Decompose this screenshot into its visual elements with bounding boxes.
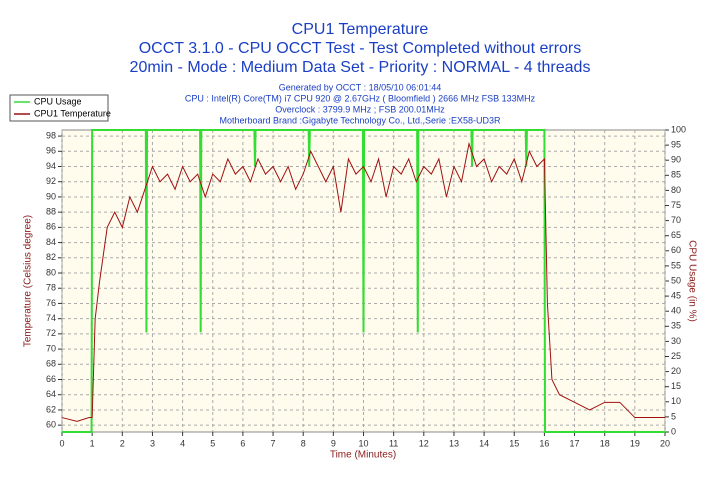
y-tick-label: 64 — [46, 389, 56, 399]
y2-tick-label: 85 — [671, 170, 681, 180]
x-tick-label: 16 — [539, 438, 549, 448]
y-tick-label: 84 — [46, 237, 56, 247]
x-tick-label: 10 — [358, 438, 368, 448]
y2-tick-label: 10 — [671, 396, 681, 406]
x-tick-label: 11 — [389, 438, 398, 448]
y-tick-label: 74 — [46, 313, 56, 323]
y2-tick-label: 55 — [671, 260, 681, 270]
subtitle: OCCT 3.1.0 - CPU OCCT Test - Test Comple… — [139, 40, 582, 57]
y-tick-label: 80 — [46, 267, 56, 277]
y2-tick-label: 70 — [671, 215, 681, 225]
y-tick-label: 98 — [46, 130, 56, 140]
x-tick-label: 12 — [419, 438, 429, 448]
x-tick-label: 18 — [600, 438, 610, 448]
x-tick-label: 5 — [210, 438, 215, 448]
y-tick-label: 86 — [46, 222, 56, 232]
x-tick-label: 9 — [331, 438, 336, 448]
y2-tick-label: 40 — [671, 306, 681, 316]
y2-tick-label: 0 — [671, 426, 676, 436]
y2-axis-label: CPU Usage (in %) — [686, 240, 697, 322]
y2-tick-label: 15 — [671, 381, 681, 391]
data-line — [62, 129, 665, 433]
y2-tick-label: 25 — [671, 351, 681, 361]
annotation: Generated by OCCT : 18/05/10 06:01:44 — [279, 82, 441, 92]
x-tick-label: 19 — [630, 438, 640, 448]
y2-tick-label: 80 — [671, 185, 681, 195]
x-axis-label: Time (Minutes) — [330, 450, 396, 461]
y2-tick-label: 20 — [671, 366, 681, 376]
annotation: Motherboard Brand :Gigabyte Technology C… — [220, 115, 501, 125]
y2-tick-label: 45 — [671, 290, 681, 300]
data-line — [61, 141, 665, 422]
y-tick-label: 96 — [46, 146, 56, 156]
y2-tick-label: 75 — [671, 200, 681, 210]
x-tick-label: 15 — [509, 438, 519, 448]
y-tick-label: 72 — [46, 328, 56, 338]
y2-tick-label: 100 — [671, 124, 686, 134]
x-tick-label: 13 — [449, 438, 459, 448]
y2-tick-label: 95 — [671, 139, 681, 149]
y2-tick-label: 60 — [671, 245, 681, 255]
legend — [9, 94, 109, 122]
y2-tick-label: 35 — [671, 321, 681, 331]
y-tick-label: 60 — [46, 420, 56, 430]
legend-label: CPU Usage — [34, 96, 82, 106]
x-tick-label: 0 — [59, 438, 64, 448]
x-tick-label: 6 — [240, 438, 245, 448]
subtitle: 20min - Mode : Medium Data Set - Priorit… — [130, 59, 591, 76]
y-tick-label: 76 — [46, 298, 56, 308]
y2-tick-label: 5 — [671, 411, 676, 421]
y-tick-label: 78 — [46, 283, 56, 293]
x-tick-label: 4 — [180, 438, 185, 448]
x-tick-label: 2 — [120, 438, 125, 448]
y2-tick-label: 30 — [671, 336, 681, 346]
y-tick-label: 94 — [46, 161, 56, 171]
y2-tick-label: 65 — [671, 230, 681, 240]
y-tick-label: 88 — [46, 207, 56, 217]
x-tick-label: 8 — [301, 438, 306, 448]
y2-tick-label: 90 — [671, 155, 681, 165]
annotation: Overclock : 3799.9 MHz ; FSB 200.01MHz — [275, 104, 445, 114]
x-tick-label: 14 — [479, 438, 489, 448]
y-tick-label: 82 — [46, 252, 56, 262]
y-tick-label: 62 — [46, 404, 56, 414]
x-tick-label: 20 — [660, 438, 670, 448]
y-tick-label: 90 — [46, 191, 56, 201]
y2-tick-label: 50 — [671, 275, 681, 285]
y-axis-label: Temperature (Celsius degree) — [23, 215, 34, 347]
chart-title: CPU1 Temperature — [292, 21, 429, 38]
x-tick-label: 7 — [271, 438, 276, 448]
y-tick-label: 68 — [46, 359, 56, 369]
x-tick-label: 3 — [150, 438, 155, 448]
y-tick-label: 66 — [46, 374, 56, 384]
legend-label: CPU1 Temperature — [34, 108, 111, 118]
x-tick-label: 1 — [90, 438, 95, 448]
y-tick-label: 92 — [46, 176, 56, 186]
y-tick-label: 70 — [46, 343, 56, 353]
annotation: CPU : Intel(R) Core(TM) i7 CPU 920 @ 2.6… — [185, 93, 536, 103]
x-tick-label: 17 — [570, 438, 580, 448]
